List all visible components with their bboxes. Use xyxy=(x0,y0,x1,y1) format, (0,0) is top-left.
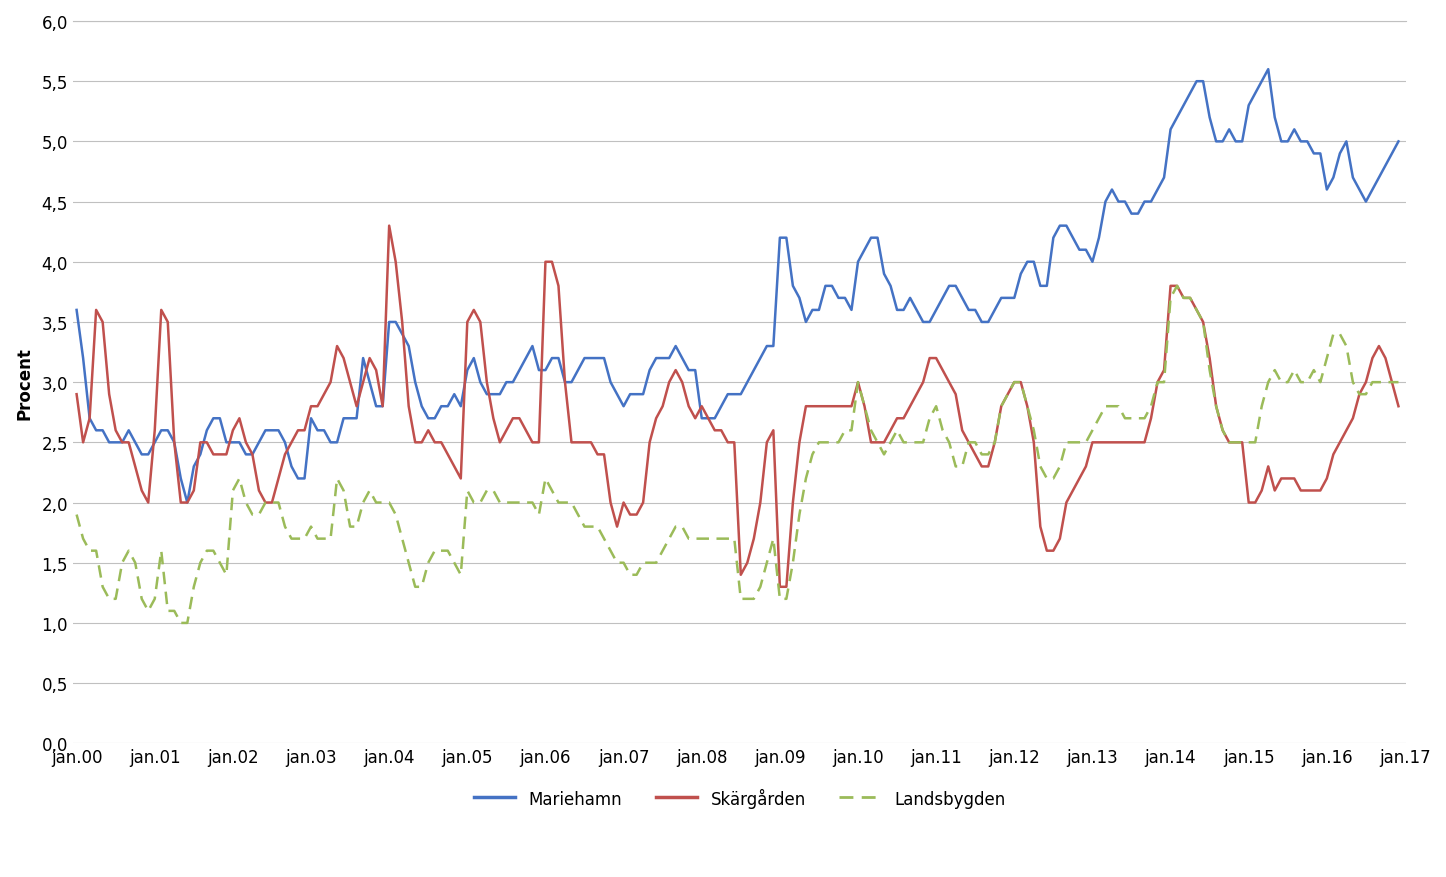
Legend: Mariehamn, Skärgården, Landsbygden: Mariehamn, Skärgården, Landsbygden xyxy=(467,781,1012,815)
Y-axis label: Procent: Procent xyxy=(14,346,33,419)
